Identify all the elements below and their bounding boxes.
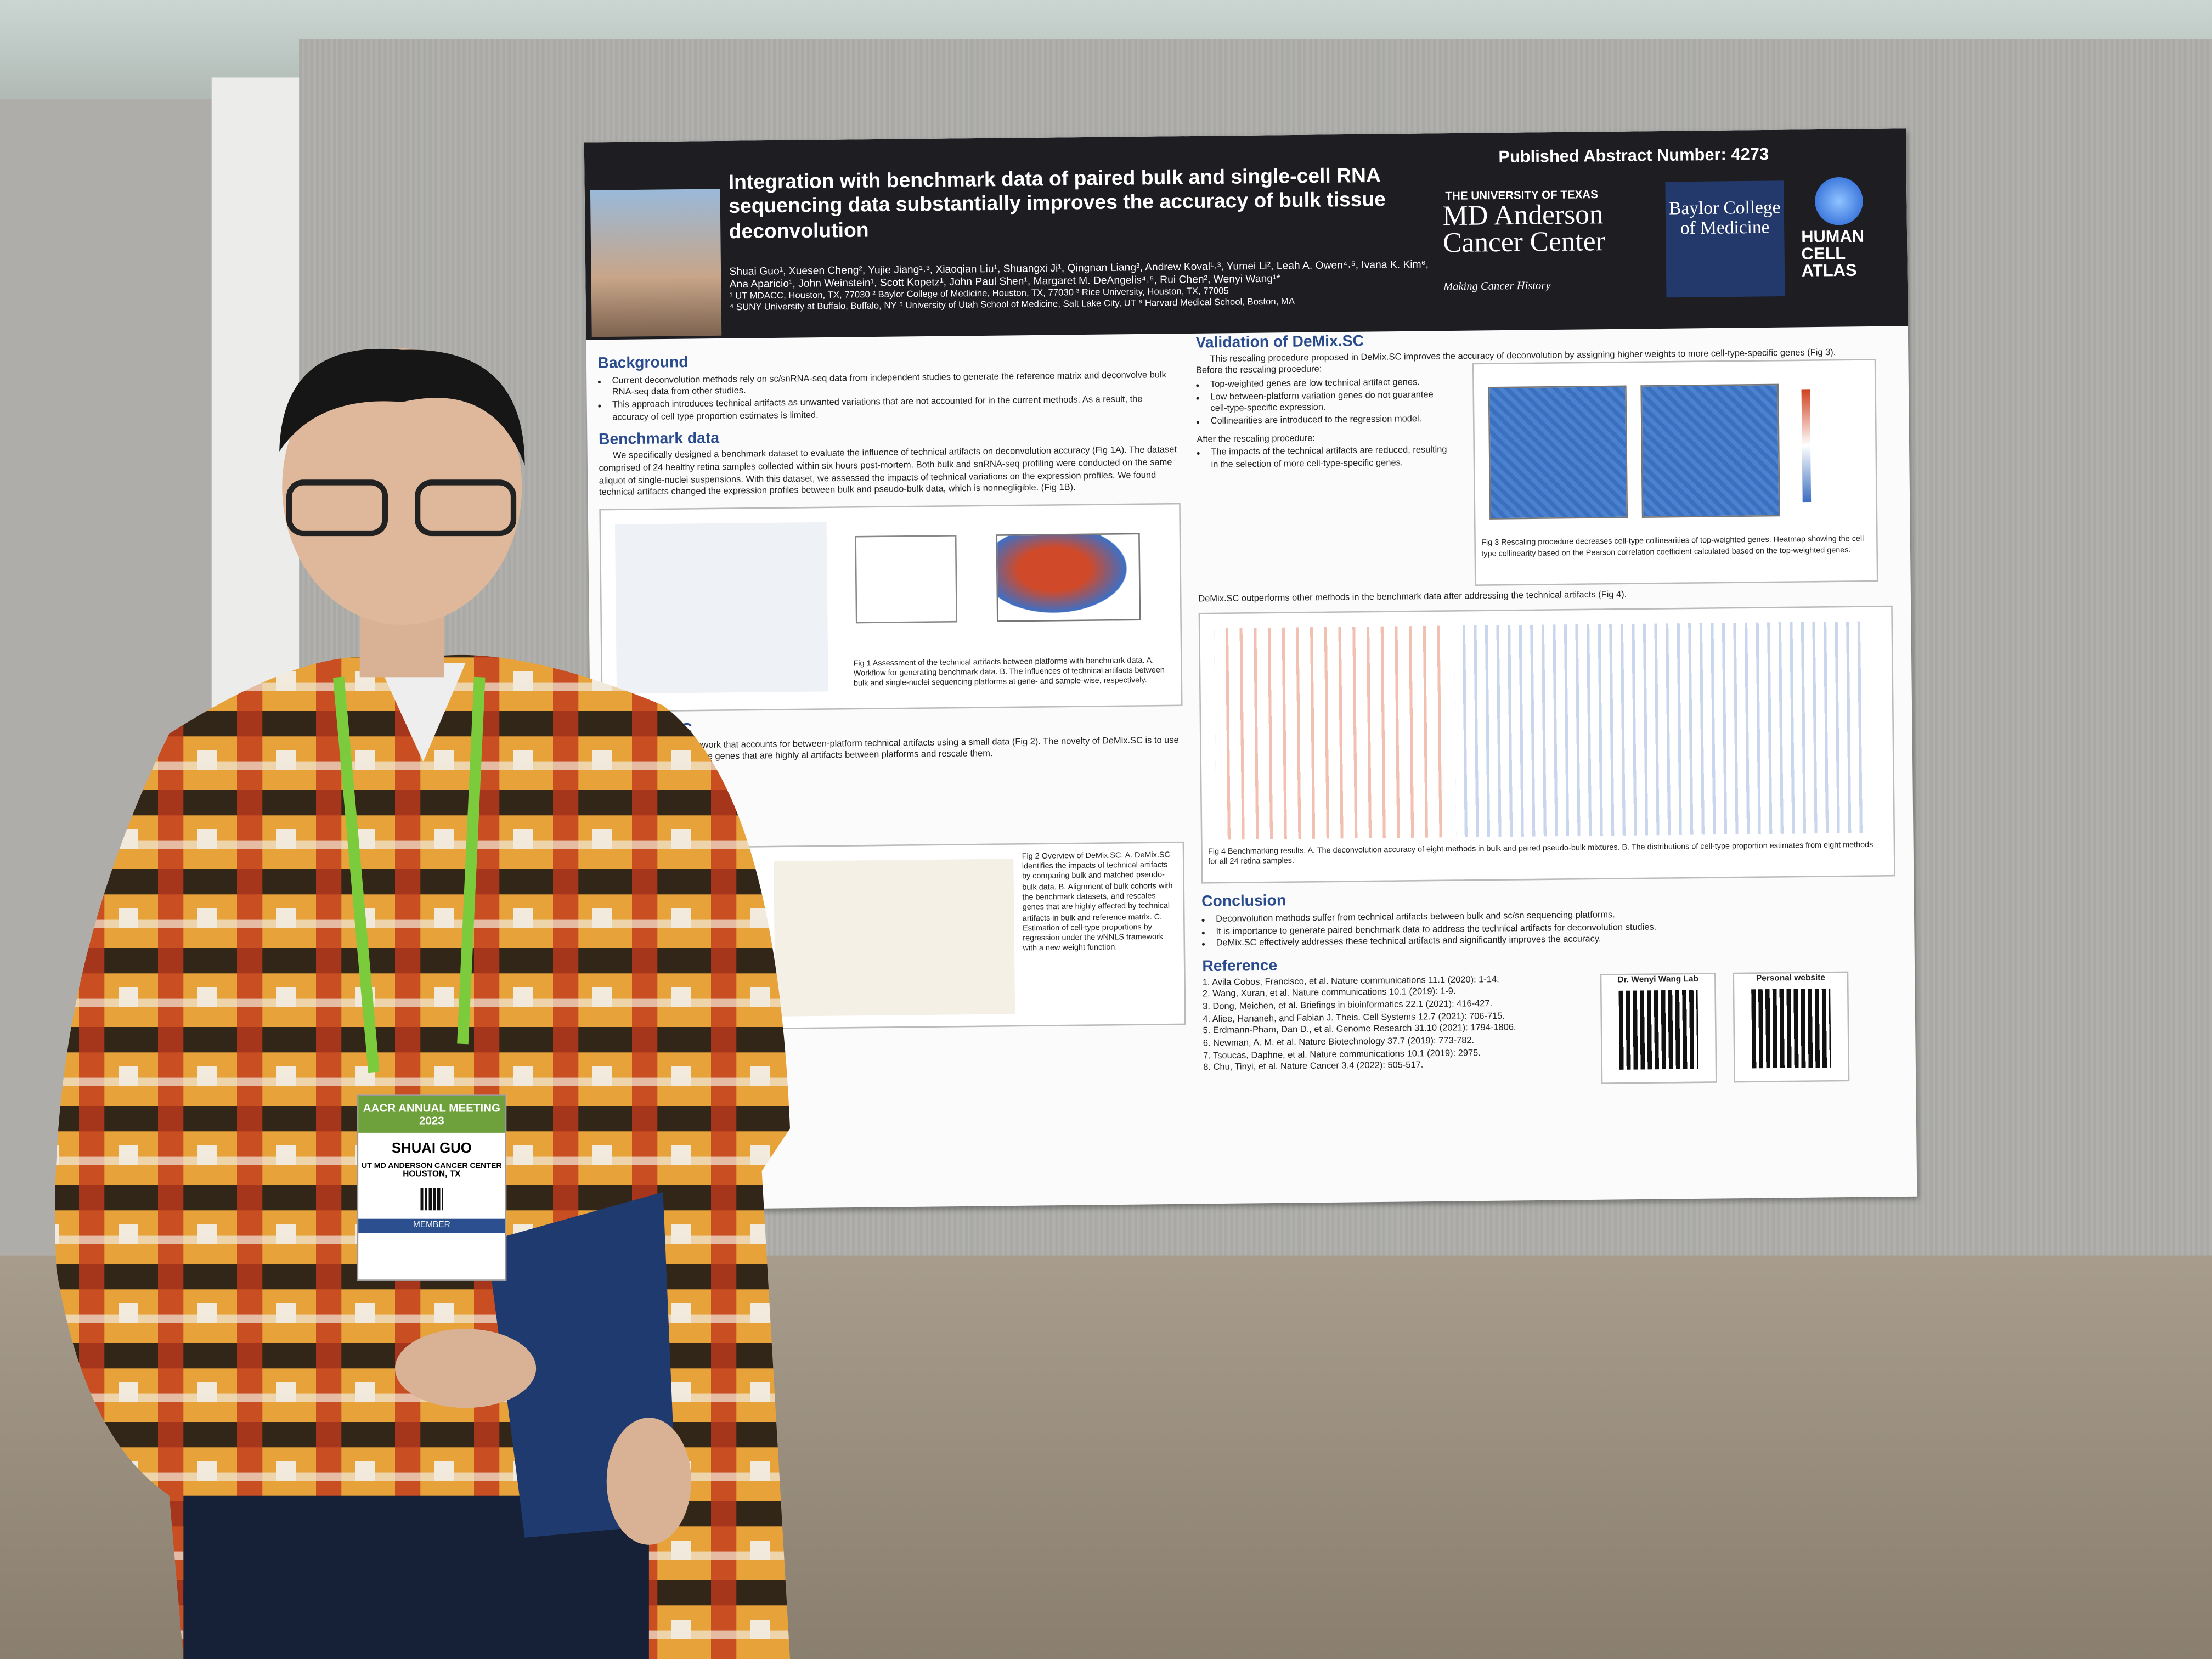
badge-org: UT MD ANDERSON CANCER CENTER: [362, 1162, 502, 1171]
name-badge: AACR ANNUAL MEETING 2023 SHUAI GUO UT MD…: [357, 1094, 507, 1281]
badge-name: SHUAI GUO: [391, 1141, 472, 1157]
collar: [378, 663, 466, 762]
lanyard: [332, 676, 486, 1073]
hair: [279, 348, 525, 466]
glasses: [286, 479, 388, 537]
glasses: [414, 479, 517, 537]
badge-event: AACR ANNUAL MEETING 2023: [358, 1096, 505, 1133]
badge-type: MEMBER: [358, 1218, 505, 1233]
face: [282, 348, 522, 625]
hand: [395, 1329, 537, 1408]
badge-city: HOUSTON, TX: [403, 1171, 461, 1180]
badge-qr: [420, 1188, 443, 1211]
hand: [606, 1418, 691, 1545]
